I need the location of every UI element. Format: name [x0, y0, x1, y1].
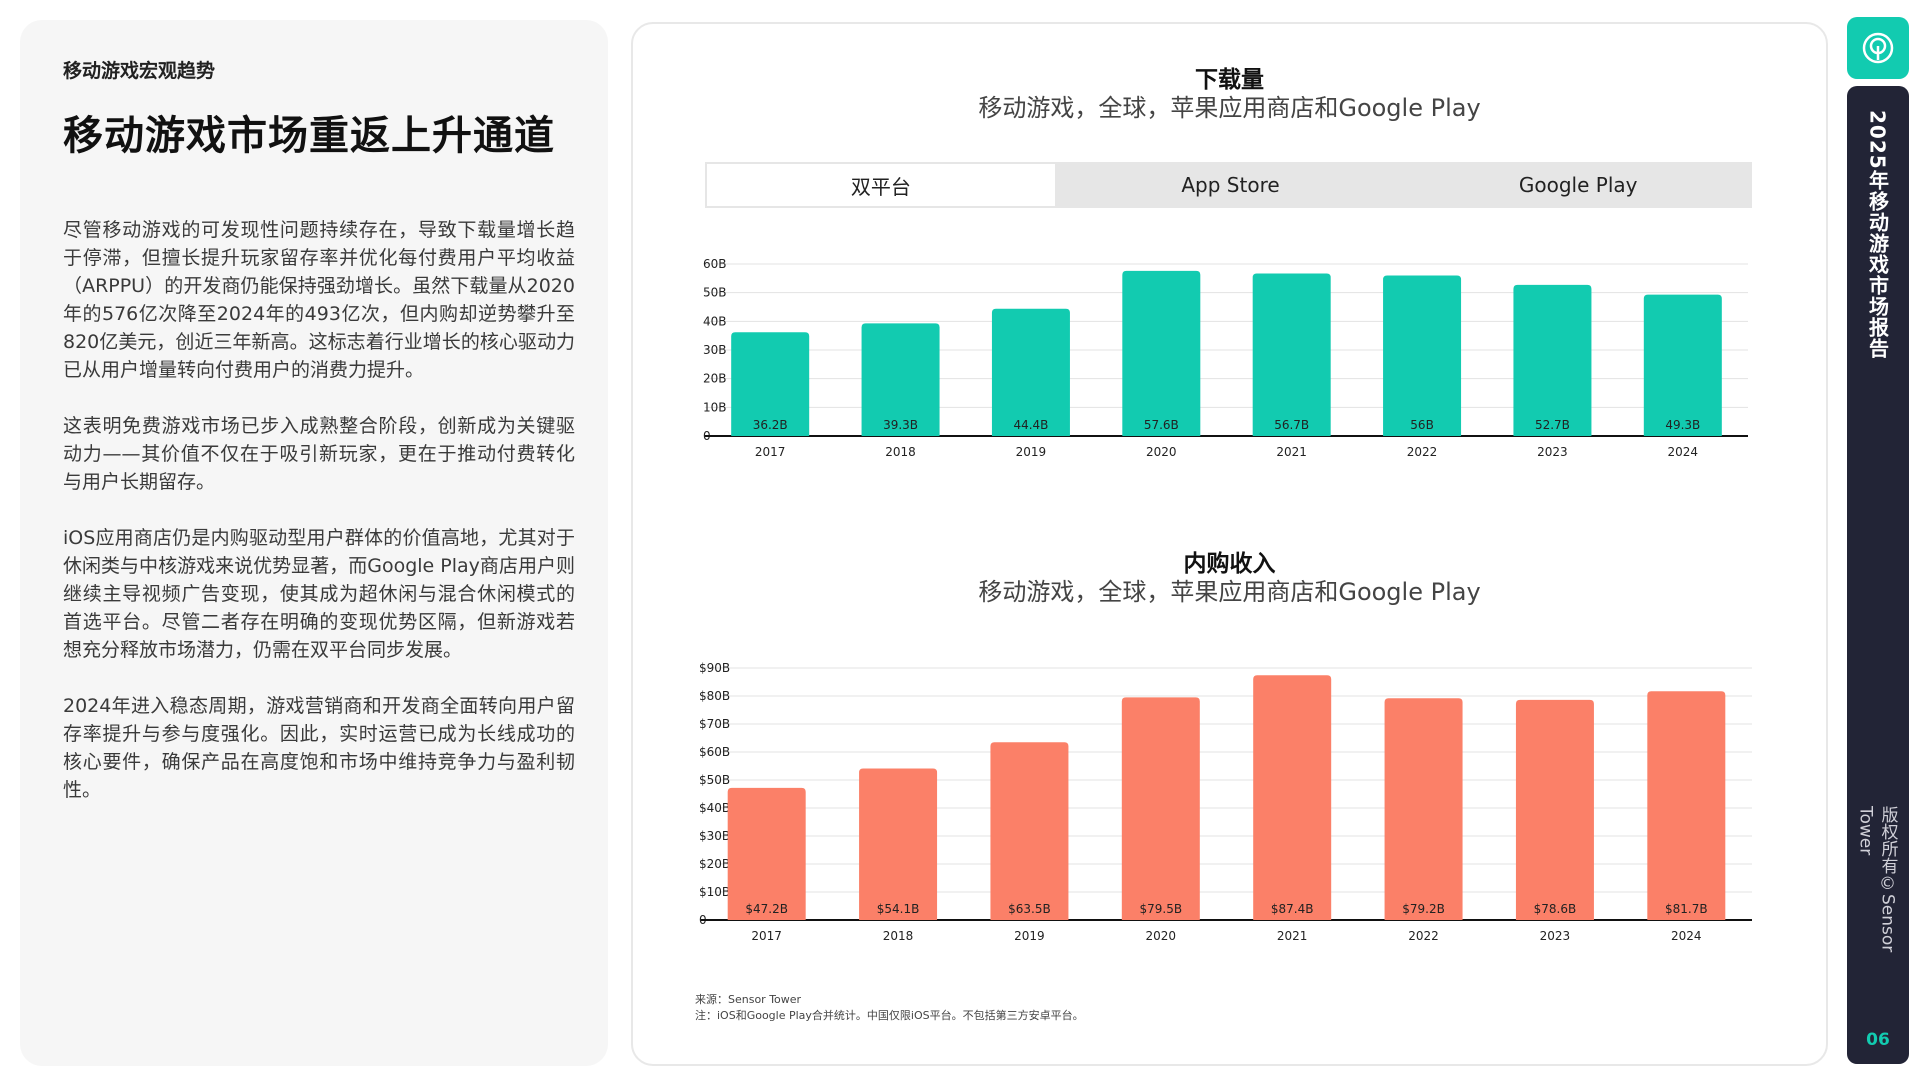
x-tick-label: 2018: [883, 929, 914, 943]
y-tick-label: 60B: [703, 257, 727, 271]
revenue-bar-chart: 0$10B$20B$30B$40B$50B$60B$70B$80B$90B$47…: [699, 661, 1752, 943]
copyright: 版权所有©Sensor Tower: [1855, 806, 1898, 953]
section-label: 移动游戏宏观趋势: [63, 60, 216, 82]
x-tick-label: 2021: [1277, 929, 1308, 943]
downloads-chart-subtitle: 移动游戏，全球，苹果应用商店和Google Play: [978, 94, 1481, 122]
tab-both-platforms[interactable]: 双平台: [705, 162, 1057, 208]
bar-value-label: $79.2B: [1402, 902, 1445, 916]
y-tick-label: $10B: [699, 885, 730, 899]
x-tick-label: 2018: [885, 445, 916, 459]
y-tick-label: $20B: [699, 857, 730, 871]
y-tick-label: 10B: [703, 400, 727, 414]
x-tick-label: 2019: [1014, 929, 1045, 943]
intro-panel: 移动游戏宏观趋势 移动游戏市场重返上升通道 尽管移动游戏的可发现性问题持续存在，…: [20, 20, 608, 1066]
bar: [1384, 698, 1463, 920]
bar: [1253, 675, 1332, 920]
y-tick-label: 20B: [703, 372, 727, 386]
bar-value-label: $81.7B: [1665, 902, 1708, 916]
bar: [1515, 699, 1594, 920]
y-tick-label: $40B: [699, 801, 730, 815]
report-title: 2025年移动游戏市场报告: [1865, 110, 1890, 359]
bar: [861, 323, 940, 436]
y-tick-label: $30B: [699, 829, 730, 843]
bar-value-label: $47.2B: [745, 902, 788, 916]
x-tick-label: 2021: [1276, 445, 1307, 459]
source-note: 来源：Sensor Tower 注：iOS和Google Play合并统计。中国…: [695, 992, 1084, 1024]
x-tick-label: 2024: [1671, 929, 1702, 943]
bar-value-label: $78.6B: [1534, 902, 1577, 916]
revenue-chart-title: 内购收入: [1183, 551, 1276, 577]
bar-value-label: 49.3B: [1665, 418, 1700, 432]
bar: [1121, 697, 1200, 920]
x-tick-label: 2020: [1146, 929, 1177, 943]
page-title: 移动游戏市场重返上升通道: [63, 113, 555, 159]
platform-tabs: 双平台 App Store Google Play: [705, 162, 1752, 208]
paragraph: iOS应用商店仍是内购驱动型用户群体的价值高地，尤其对于休闲类与中核游戏来说优势…: [63, 527, 575, 661]
chart-panel: 下载量 移动游戏，全球，苹果应用商店和Google Play 双平台 App S…: [631, 22, 1828, 1066]
body-text: 尽管移动游戏的可发现性问题持续存在，导致下载量增长趋于停滞，但擅长提升玩家留存率…: [63, 216, 575, 832]
bar: [1252, 273, 1331, 436]
bar-value-label: 36.2B: [753, 418, 788, 432]
downloads-bar-chart: 010B20B30B40B50B60B36.2B201739.3B201844.…: [703, 257, 1748, 459]
source-line: 来源：Sensor Tower: [695, 993, 802, 1006]
y-tick-label: 30B: [703, 343, 727, 357]
logo-mark-icon: [1862, 32, 1894, 64]
downloads-chart-title: 下载量: [1195, 67, 1264, 93]
bar-value-label: 52.7B: [1535, 418, 1570, 432]
note-line: 注：iOS和Google Play合并统计。中国仅限iOS平台。不包括第三方安卓…: [695, 1009, 1084, 1022]
sensor-tower-logo-icon: [1847, 17, 1909, 79]
bar-value-label: 39.3B: [883, 418, 918, 432]
bar: [731, 332, 810, 436]
paragraph: 这表明免费游戏市场已步入成熟整合阶段，创新成为关键驱动力——其价值不仅在于吸引新…: [63, 415, 575, 493]
bar: [1643, 294, 1722, 436]
bar: [1122, 270, 1201, 436]
x-tick-label: 2017: [751, 929, 782, 943]
bar-value-label: $54.1B: [877, 902, 920, 916]
y-tick-label: $50B: [699, 773, 730, 787]
x-tick-label: 2024: [1668, 445, 1699, 459]
revenue-chart-subtitle: 移动游戏，全球，苹果应用商店和Google Play: [978, 578, 1481, 606]
bar-value-label: $87.4B: [1271, 902, 1314, 916]
paragraph: 2024年进入稳态周期，游戏营销商和开发商全面转向用户留存率提升与参与度强化。因…: [63, 695, 575, 801]
bar-value-label: 56B: [1410, 418, 1434, 432]
x-tick-label: 2023: [1537, 445, 1568, 459]
bar: [991, 308, 1070, 436]
bar: [859, 768, 938, 920]
bar: [727, 787, 806, 920]
y-tick-label: $80B: [699, 689, 730, 703]
bar-value-label: 56.7B: [1274, 418, 1309, 432]
x-tick-label: 2017: [755, 445, 786, 459]
paragraph: 尽管移动游戏的可发现性问题持续存在，导致下载量增长趋于停滞，但擅长提升玩家留存率…: [63, 219, 575, 381]
report-sidebar: 2025年移动游戏市场报告 版权所有©Sensor Tower 06: [1847, 86, 1909, 1064]
y-tick-label: $60B: [699, 745, 730, 759]
x-tick-label: 2023: [1540, 929, 1571, 943]
y-tick-label: $70B: [699, 717, 730, 731]
x-tick-label: 2020: [1146, 445, 1177, 459]
tab-google-play[interactable]: Google Play: [1518, 173, 1638, 197]
y-tick-label: 40B: [703, 314, 727, 328]
bar: [990, 742, 1069, 920]
bar: [1383, 275, 1462, 436]
y-tick-label: 50B: [703, 286, 727, 300]
tab-app-store[interactable]: App Store: [1181, 173, 1280, 197]
bar: [1513, 284, 1592, 436]
x-tick-label: 2019: [1016, 445, 1047, 459]
page-number: 06: [1866, 1030, 1890, 1050]
x-tick-label: 2022: [1408, 929, 1439, 943]
bar-value-label: 44.4B: [1013, 418, 1048, 432]
x-tick-label: 2022: [1407, 445, 1438, 459]
bar-value-label: $63.5B: [1008, 902, 1051, 916]
bar-value-label: 57.6B: [1144, 418, 1179, 432]
y-tick-label: $90B: [699, 661, 730, 675]
bar-value-label: $79.5B: [1140, 902, 1183, 916]
bar: [1647, 691, 1726, 920]
